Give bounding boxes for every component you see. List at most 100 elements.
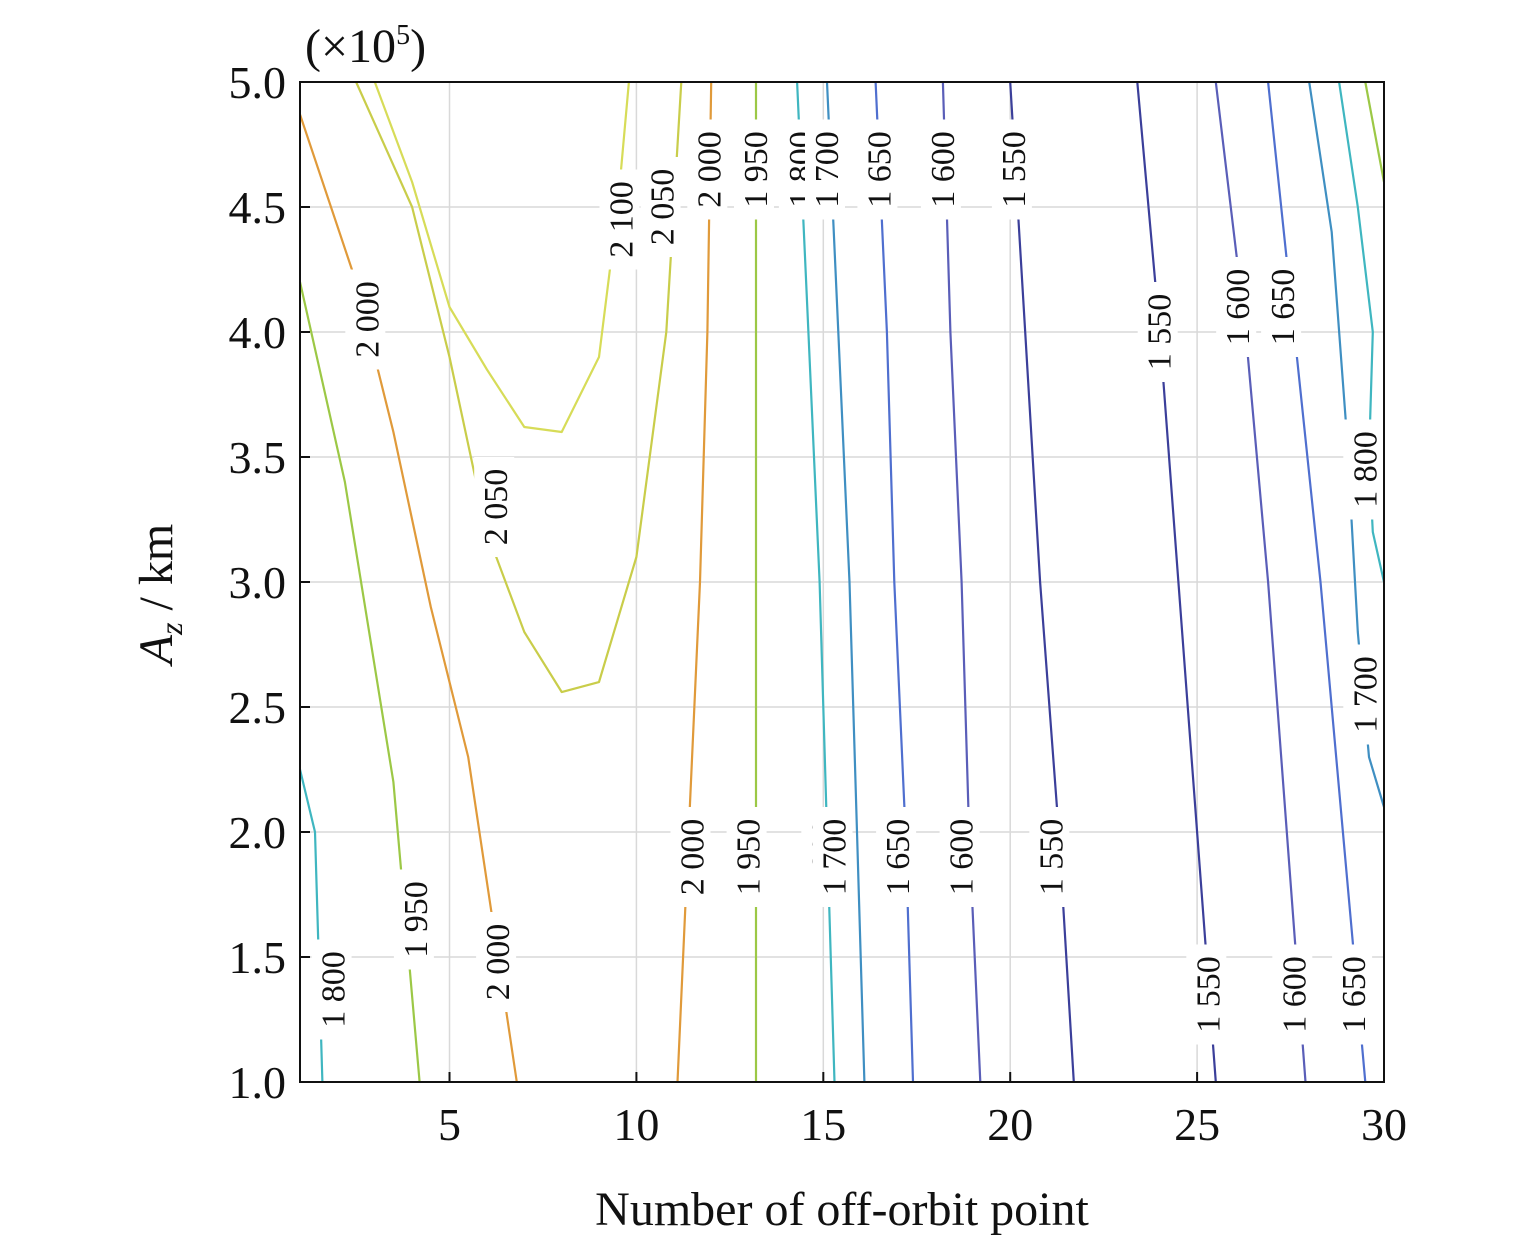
- x-tick-label: 15: [800, 1099, 846, 1150]
- contour-line: [825, 81, 866, 1083]
- contour-label-background: [1186, 944, 1227, 1045]
- contour-label-background: [726, 807, 767, 907]
- contour-label: 1 550: [991, 119, 1033, 220]
- contour-label: 1 800: [311, 939, 353, 1040]
- axis-ticks: 5 10 15 20 25 30 1.0 1.5 2.0 2.5 3.0 3.5 4.0 4.5 5.0: [229, 57, 1408, 1150]
- x-tick-label: 5: [438, 1099, 461, 1150]
- contour-label: 1 600: [1216, 257, 1257, 357]
- x-tick-label: 30: [1361, 1099, 1407, 1150]
- contour-label-background: [939, 807, 980, 907]
- contour-line: [874, 81, 915, 1083]
- contour-label: 2 050: [474, 457, 515, 557]
- contour-line: [1267, 81, 1367, 1083]
- y-tick-label: 4.0: [229, 307, 287, 358]
- contour-label-background: [876, 807, 917, 907]
- contour-label-text: 1 700: [809, 131, 846, 208]
- contour-label-text: 1 550: [1142, 294, 1179, 371]
- contour-label-background: [1029, 807, 1070, 907]
- contour-label: 1 550: [1029, 807, 1070, 907]
- x-tick-label: 20: [987, 1099, 1033, 1150]
- contour-label-text: 1 800: [316, 951, 353, 1028]
- contour-line: [355, 81, 683, 694]
- contour-label-text: 1 600: [925, 131, 962, 208]
- contour-label-background: [345, 269, 386, 370]
- contour-label: 1 800: [1343, 419, 1384, 520]
- contour-label: 1 950: [726, 807, 768, 907]
- contour-label-background: [670, 807, 711, 907]
- y-tick-label: 1.0: [229, 1057, 287, 1108]
- y-tick-label: 2.5: [229, 682, 287, 733]
- contour-label-background: [1272, 944, 1313, 1045]
- y-tick-label: 2.0: [229, 807, 287, 858]
- contour-label-background: [812, 807, 853, 907]
- contour-label-text: 2 000: [675, 819, 712, 896]
- contour-label: 2 000: [670, 807, 712, 907]
- x-axis-title: Number of off-orbit point: [595, 1183, 1089, 1236]
- contour-label-background: [1343, 419, 1384, 520]
- y-tick-label: 4.5: [229, 182, 287, 233]
- contour-label: 2 100: [599, 169, 641, 270]
- contour-line: [1009, 81, 1075, 1083]
- contour-label-background: [805, 119, 845, 220]
- contour-label: 2 000: [687, 119, 728, 220]
- contour-label-text: 1 700: [1347, 656, 1384, 733]
- contour-label-text: 1 550: [996, 131, 1033, 208]
- contour-label-background: [991, 119, 1032, 220]
- contour-label-text: 1 650: [1336, 956, 1373, 1033]
- contour-label-text: 1 700: [817, 819, 854, 896]
- y-tick-label: 5.0: [229, 57, 287, 108]
- contour-label-background: [476, 912, 517, 1012]
- contour-label-text: 1 800: [1347, 431, 1384, 508]
- contour-line: [1364, 81, 1386, 183]
- contour-label: 1 650: [1261, 257, 1302, 357]
- contour-line: [676, 81, 713, 1083]
- contour-label-text: 1 550: [1190, 956, 1227, 1033]
- contour-line: [1308, 81, 1386, 808]
- contour-label: 1 650: [1332, 944, 1373, 1045]
- contour-label-background: [1137, 282, 1178, 382]
- contour-label: 1 950: [393, 869, 435, 970]
- contour-label: 1 600: [920, 119, 962, 220]
- contour-label-text: 2 050: [478, 469, 515, 546]
- y-tick-label: 3.5: [229, 432, 287, 483]
- contour-label-text: 1 950: [738, 131, 775, 208]
- contour-label-background: [599, 169, 640, 270]
- contour-label-background: [920, 119, 961, 220]
- contour-line: [1338, 81, 1386, 583]
- contour-line: [941, 81, 982, 1083]
- contour-label-text: 1 650: [861, 131, 898, 208]
- contour-label-text: 2 050: [645, 169, 682, 246]
- contour-label: 1 700: [805, 119, 846, 220]
- contour-label: 2 050: [640, 157, 682, 257]
- contour-label: 1 550: [1186, 944, 1227, 1045]
- x-tick-label: 25: [1174, 1099, 1220, 1150]
- contour-label-text: 1 550: [1033, 819, 1070, 896]
- contour-label: 1 650: [857, 119, 898, 220]
- contour-label: 2 000: [345, 269, 386, 370]
- y-axis-title: Az / km: [130, 524, 189, 667]
- contour-label-background: [857, 119, 898, 220]
- contour-label-text: 1 600: [1276, 956, 1313, 1033]
- contour-label: 1 700: [1343, 644, 1384, 745]
- contour-label-text: 2 100: [604, 181, 641, 258]
- contour-label-background: [1332, 944, 1373, 1045]
- contour-label-text: 1 600: [944, 819, 981, 896]
- y-tick-label: 3.0: [229, 557, 287, 608]
- contour-label-background: [734, 119, 774, 220]
- contour-label-text: 2 000: [480, 924, 517, 1001]
- contour-label: 2 000: [476, 912, 517, 1012]
- contour-line: [1136, 81, 1217, 1083]
- contour-label: 1 550: [1137, 282, 1179, 382]
- contour-line: [796, 81, 836, 1083]
- contour-label-background: [1261, 257, 1302, 357]
- contour-label-background: [1343, 644, 1384, 745]
- grid-lines: [300, 81, 1385, 1083]
- contour-label-background: [311, 939, 352, 1040]
- contour-line: [1214, 81, 1307, 1083]
- contour-label: 1 700: [812, 807, 854, 907]
- contour-label-text: 1 950: [398, 881, 435, 958]
- contour-label: 1 950: [734, 119, 775, 220]
- contour-lines: [298, 81, 1386, 1083]
